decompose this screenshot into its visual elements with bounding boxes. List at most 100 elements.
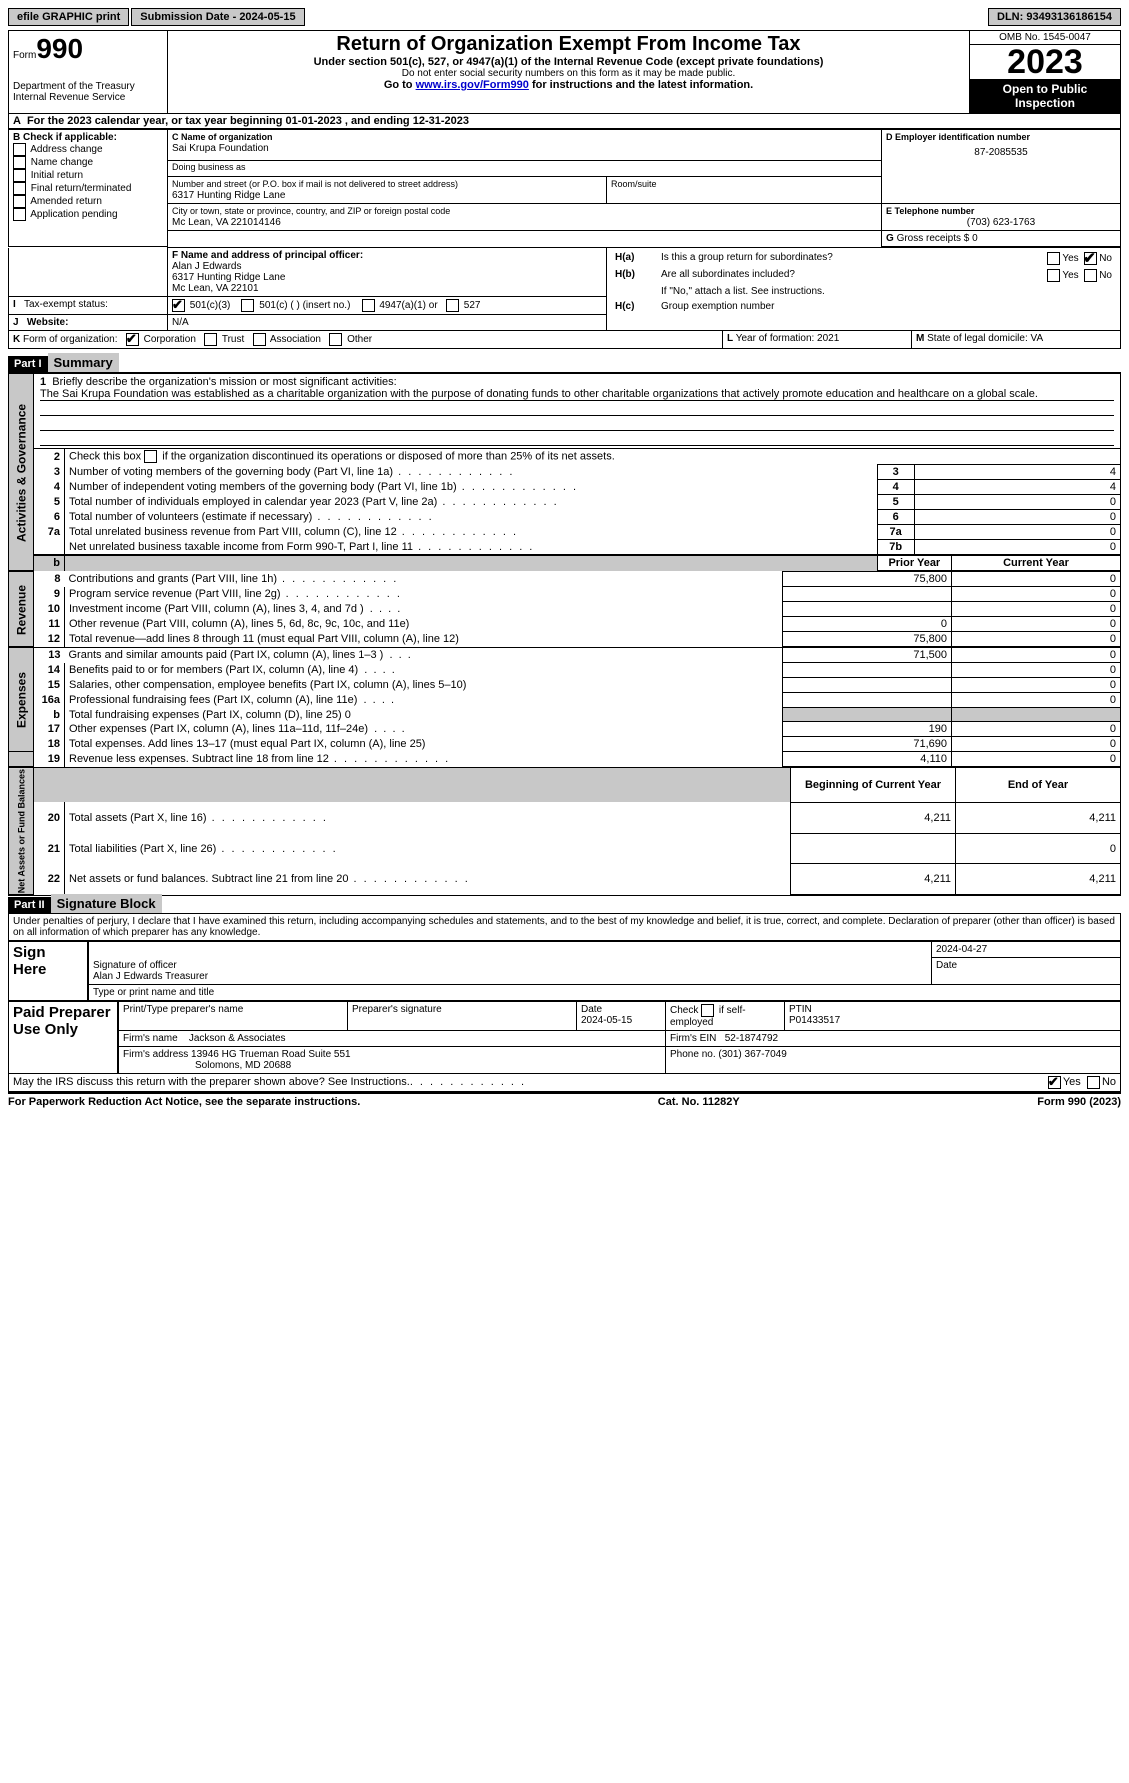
- p12: 75,800: [783, 632, 952, 647]
- hc-text: Group exemption number: [657, 299, 1116, 314]
- chk-final-return[interactable]: [13, 182, 26, 195]
- p18: 71,690: [783, 737, 952, 752]
- ein: 87-2085535: [886, 143, 1116, 162]
- l10: Investment income (Part VIII, column (A)…: [69, 603, 364, 615]
- chk-self-employed[interactable]: [701, 1004, 714, 1017]
- chk-address-change[interactable]: [13, 143, 26, 156]
- summary-table: Activities & Governance 1 Briefly descri…: [8, 373, 1121, 571]
- revenue-table: Revenue 8 Contributions and grants (Part…: [8, 571, 1121, 647]
- p20: 4,211: [791, 802, 956, 833]
- prep-name-label: Print/Type preparer's name: [118, 1001, 348, 1030]
- org-name: Sai Krupa Foundation: [172, 143, 269, 154]
- year-formation: Year of formation: 2021: [736, 333, 840, 344]
- f-label: F Name and address of principal officer:: [172, 250, 363, 261]
- irs-link[interactable]: www.irs.gov/Form990: [416, 79, 529, 91]
- v7b: 0: [914, 540, 1120, 556]
- open-to-public: Open to PublicInspection: [970, 79, 1120, 113]
- website: N/A: [172, 317, 189, 328]
- irs-label: Internal Revenue Service: [13, 92, 125, 103]
- l21: Total liabilities (Part X, line 26): [69, 843, 216, 855]
- submission-date: Submission Date - 2024-05-15: [131, 8, 304, 26]
- l16a: Professional fundraising fees (Part IX, …: [69, 694, 357, 706]
- c20: 4,211: [956, 802, 1121, 833]
- l14: Benefits paid to or for members (Part IX…: [69, 664, 358, 676]
- l4: Number of independent voting members of …: [69, 481, 457, 493]
- c15: 0: [952, 678, 1121, 693]
- part2-title: Signature Block: [51, 894, 162, 913]
- l15: Salaries, other compensation, employee b…: [69, 679, 466, 691]
- l7a: Total unrelated business revenue from Pa…: [69, 526, 397, 538]
- chk-hb-yes[interactable]: [1047, 269, 1060, 282]
- chk-assoc[interactable]: [253, 333, 266, 346]
- c8: 0: [952, 572, 1121, 587]
- state-domicile: State of legal domicile: VA: [927, 333, 1043, 344]
- p16a: [783, 693, 952, 708]
- vtab-revenue: Revenue: [9, 572, 34, 647]
- chk-501c3[interactable]: [172, 299, 185, 312]
- paid-preparer-block: Paid Preparer Use Only Print/Type prepar…: [8, 1001, 1121, 1074]
- chk-ha-yes[interactable]: [1047, 252, 1060, 265]
- firm-ein-label: Firm's EIN: [670, 1033, 716, 1044]
- l11: Other revenue (Part VIII, column (A), li…: [69, 618, 409, 630]
- hc-label: H(c): [615, 301, 634, 312]
- c14: 0: [952, 663, 1121, 678]
- chk-name-change[interactable]: [13, 156, 26, 169]
- dept-treasury: Department of the Treasury: [13, 81, 135, 92]
- v6: 0: [914, 510, 1120, 525]
- efile-print-button[interactable]: efile GRAPHIC print: [8, 8, 129, 26]
- chk-discuss-yes[interactable]: [1048, 1076, 1061, 1089]
- m-label: M: [916, 333, 924, 344]
- p9: [783, 587, 952, 602]
- form-subtitle-1: Under section 501(c), 527, or 4947(a)(1)…: [172, 56, 965, 68]
- part1-header-row: Part ISummary: [8, 355, 1121, 373]
- i-label: I: [13, 299, 16, 310]
- c13: 0: [952, 648, 1121, 663]
- chk-discuss-no[interactable]: [1087, 1076, 1100, 1089]
- chk-4947[interactable]: [362, 299, 375, 312]
- p21: [791, 833, 956, 864]
- sig-date1: 2024-04-27: [932, 942, 1121, 958]
- chk-other[interactable]: [329, 333, 342, 346]
- chk-ha-no[interactable]: [1084, 252, 1097, 265]
- form-subtitle-2: Do not enter social security numbers on …: [172, 68, 965, 79]
- dba-label: Doing business as: [172, 162, 246, 172]
- hb-note: If "No," attach a list. See instructions…: [657, 284, 1116, 299]
- l1-label: Briefly describe the organization's miss…: [52, 376, 396, 388]
- firm-name: Jackson & Associates: [189, 1033, 286, 1044]
- ptin: P01433517: [789, 1015, 840, 1026]
- chk-527[interactable]: [446, 299, 459, 312]
- footer-left: For Paperwork Reduction Act Notice, see …: [8, 1096, 360, 1108]
- l22: Net assets or fund balances. Subtract li…: [69, 873, 348, 885]
- room-label: Room/suite: [611, 179, 657, 189]
- l6: Total number of volunteers (estimate if …: [69, 511, 312, 523]
- p8: 75,800: [783, 572, 952, 587]
- chk-corp[interactable]: [126, 333, 139, 346]
- chk-initial-return[interactable]: [13, 169, 26, 182]
- l12: Total revenue—add lines 8 through 11 (mu…: [69, 633, 459, 645]
- officer-signature-name: Alan J Edwards Treasurer: [93, 971, 208, 982]
- chk-discontinued[interactable]: [144, 450, 157, 463]
- form-header: Form990 Return of Organization Exempt Fr…: [8, 30, 1121, 114]
- chk-trust[interactable]: [204, 333, 217, 346]
- b-label: B Check if applicable:: [13, 132, 117, 143]
- form-subtitle-3: Go to www.irs.gov/Form990 for instructio…: [172, 79, 965, 91]
- footer-right: Form 990 (2023): [1037, 1096, 1121, 1108]
- p15: [783, 678, 952, 693]
- l9: Program service revenue (Part VIII, line…: [69, 588, 281, 600]
- l16b: Total fundraising expenses (Part IX, col…: [69, 709, 345, 721]
- c11: 0: [952, 617, 1121, 632]
- prep-date: 2024-05-15: [581, 1015, 632, 1026]
- sign-here-block: Sign Here 2024-04-27 Signature of office…: [8, 941, 1121, 1001]
- chk-app-pending[interactable]: [13, 208, 26, 221]
- chk-amended[interactable]: [13, 195, 26, 208]
- form-label: Form: [13, 50, 36, 61]
- expenses-table: Expenses 13 Grants and similar amounts p…: [8, 647, 1121, 767]
- v5: 0: [914, 495, 1120, 510]
- chk-hb-no[interactable]: [1084, 269, 1097, 282]
- footer-cat: Cat. No. 11282Y: [658, 1096, 740, 1108]
- mission-text: The Sai Krupa Foundation was established…: [40, 388, 1114, 401]
- paid-preparer-label: Paid Preparer Use Only: [9, 1001, 119, 1073]
- city-label: City or town, state or province, country…: [172, 206, 450, 216]
- officer-addr1: 6317 Hunting Ridge Lane: [172, 272, 285, 283]
- chk-501c[interactable]: [241, 299, 254, 312]
